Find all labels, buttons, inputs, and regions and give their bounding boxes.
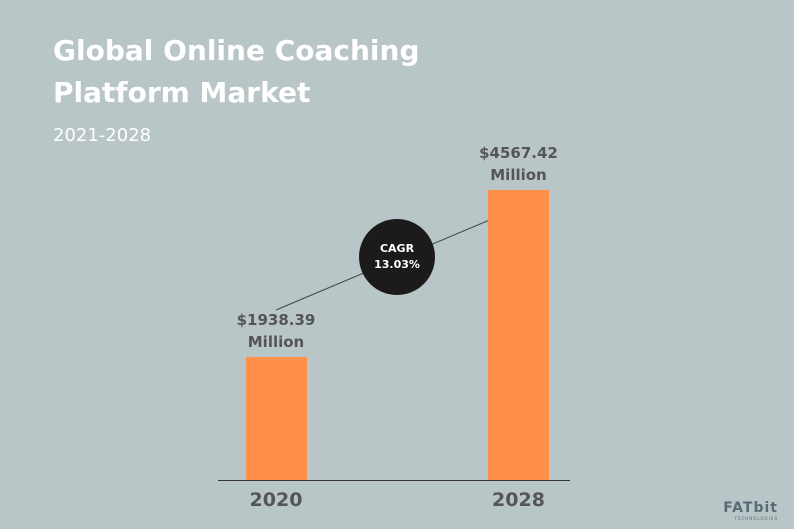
chart-subtitle: 2021-2028 [53, 125, 152, 146]
logo-text: FATbit [723, 500, 778, 516]
bar [488, 190, 549, 480]
chart-title: Global Online Coaching Platform Market [53, 34, 420, 109]
x-tick-label: 2028 [492, 489, 545, 511]
annotation: CAGR [379, 242, 415, 255]
logo: FATbit TECHNOLOGIES [723, 500, 778, 521]
logo-subtitle: TECHNOLOGIES [734, 516, 778, 521]
value-label: $4567.42 Million [479, 144, 558, 184]
value-label: $1938.39 Million [236, 310, 316, 351]
bar [245, 356, 307, 480]
cagr-badge: CAGR 13.03% [359, 219, 435, 295]
x-tick-label: 2020 [249, 489, 303, 511]
annotation: 13.03% [374, 258, 420, 271]
